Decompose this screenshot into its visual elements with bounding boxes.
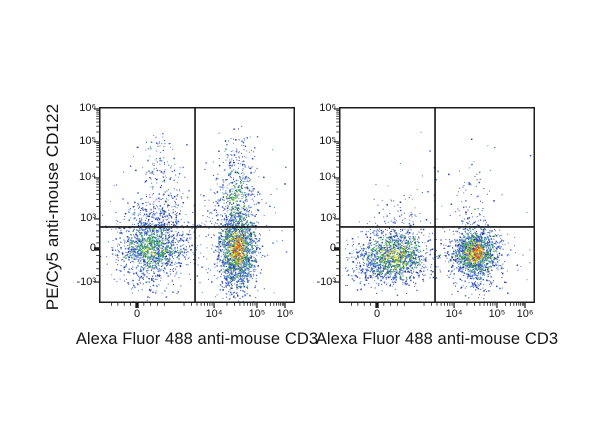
y-axis-tick-label: 10⁴ — [79, 171, 96, 184]
x-axis-title-left: Alexa Fluor 488 anti-mouse CD3 — [75, 330, 319, 348]
y-axis-tick-label: 0 — [329, 242, 336, 255]
x-axis-title-right: Alexa Fluor 488 anti-mouse CD3 — [315, 330, 559, 348]
y-axis-tick-label: 10⁴ — [319, 171, 336, 184]
x-axis-tick-label: 10⁵ — [488, 308, 506, 320]
x-axis-tick-label: 10⁴ — [445, 308, 463, 320]
x-axis-tick-label: 0 — [373, 308, 381, 320]
x-axis-tick-label: 10⁶ — [516, 308, 534, 320]
x-axis-tick-label: 10⁴ — [205, 308, 223, 320]
y-axis-tick-label: 10⁵ — [319, 135, 336, 148]
y-axis-tick-label: 0 — [89, 242, 96, 255]
flow-panel-right: Alexa Fluor 488 anti-mouse CD3 0 10⁴ 10⁵ 10… — [316, 101, 558, 357]
y-axis-tick-label: 10⁵ — [79, 135, 96, 148]
dot-plot-canvas-right — [327, 101, 547, 331]
y-axis-tick-label: 10⁶ — [79, 102, 96, 115]
x-axis-tick-label: 0 — [133, 308, 141, 320]
y-axis-tick-label: -10³ — [316, 275, 336, 288]
x-axis-tick-label: 10⁶ — [276, 308, 294, 320]
dot-plot-canvas-left — [87, 101, 307, 331]
y-axis-tick-label: 10³ — [320, 212, 336, 225]
y-axis-tick-label: -10³ — [76, 275, 96, 288]
x-axis-tick-label: 10⁵ — [248, 308, 266, 320]
y-axis-tick-label: 10⁶ — [319, 102, 336, 115]
flow-panel-left: Alexa Fluor 488 anti-mouse CD3 0 10⁴ 10⁵ 10… — [76, 101, 318, 357]
y-axis-tick-label: 10³ — [80, 212, 96, 225]
